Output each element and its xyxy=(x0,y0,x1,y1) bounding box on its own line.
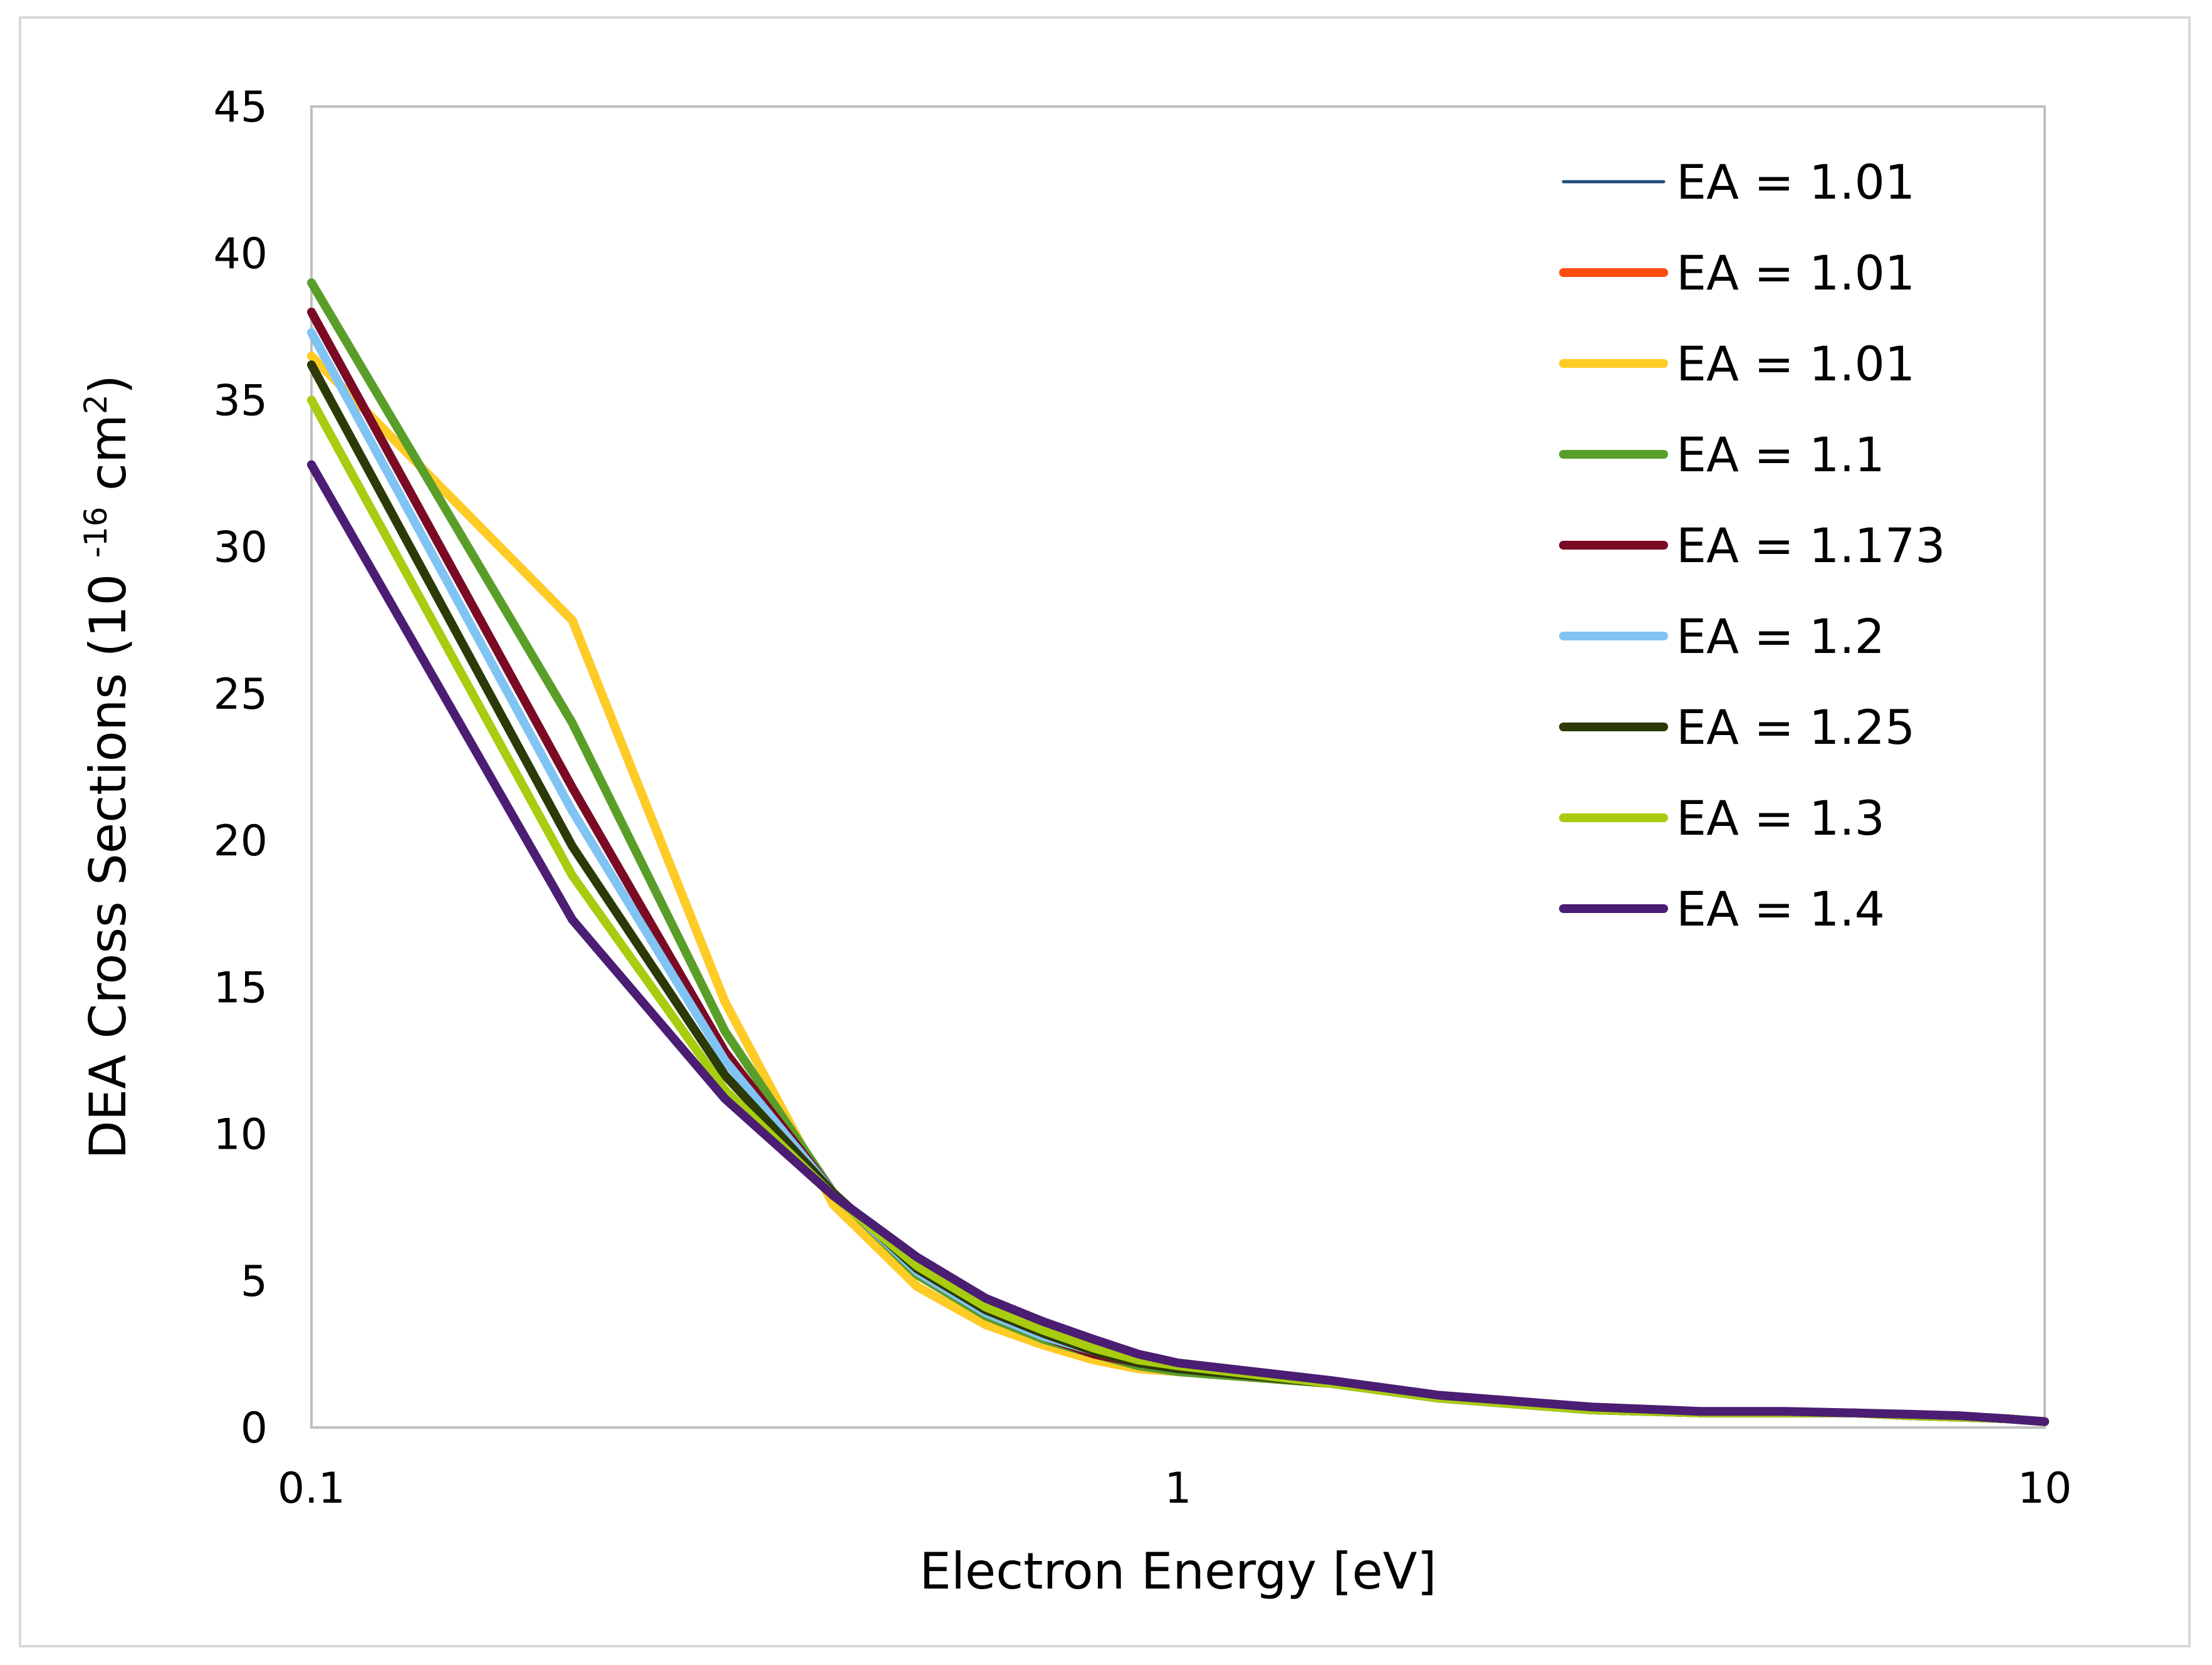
series-layer xyxy=(307,278,2049,1426)
x-axis-title: Electron Energy [eV] xyxy=(919,1542,1436,1600)
y-tick-label: 5 xyxy=(241,1257,268,1307)
y-axis-title: DEA Cross Sections (10 -16 cm2) xyxy=(78,375,137,1159)
y-axis-title-main: DEA Cross Sections (10 xyxy=(79,558,137,1159)
x-axis-ticks: 0.1 1 10 xyxy=(278,1464,2072,1513)
x-tick-label: 10 xyxy=(2018,1464,2072,1513)
x-tick-label: 1 xyxy=(1164,1464,1191,1513)
y-axis-title-close: ) xyxy=(79,375,137,394)
x-tick-label: 0.1 xyxy=(278,1464,345,1513)
plot-area xyxy=(310,105,2046,1429)
y-tick-label: 15 xyxy=(213,963,268,1013)
y-tick-label: 10 xyxy=(213,1110,268,1160)
y-tick-label: 40 xyxy=(213,229,268,279)
y-tick-label: 30 xyxy=(213,523,268,573)
y-tick-label: 20 xyxy=(213,817,268,866)
y-tick-label: 25 xyxy=(213,670,268,719)
legend-label-2: EA = 1.01 xyxy=(1676,245,1915,301)
legend-label-7: EA = 1.25 xyxy=(1676,699,1915,755)
legend: EA = 1.01 EA = 1.01 EA = 1.01 EA = 1.1 EA = … xyxy=(1559,154,1946,937)
y-tick-label: 45 xyxy=(213,83,268,132)
legend-label-3: EA = 1.01 xyxy=(1676,336,1915,392)
y-tick-label: 35 xyxy=(213,376,268,425)
y-axis-title-unit-exponent: 2 xyxy=(78,394,114,414)
legend-label-8: EA = 1.3 xyxy=(1676,790,1885,846)
legend-label-5: EA = 1.173 xyxy=(1676,518,1946,573)
legend-label-6: EA = 1.2 xyxy=(1676,608,1885,664)
series-line-9 xyxy=(307,460,2049,1426)
y-axis-ticks: 0 5 10 15 20 25 30 35 40 45 xyxy=(213,83,268,1453)
legend-label-9: EA = 1.4 xyxy=(1676,881,1885,937)
legend-label-4: EA = 1.1 xyxy=(1676,427,1885,483)
chart-frame xyxy=(19,16,2191,1647)
legend-label-1: EA = 1.01 xyxy=(1676,154,1915,210)
y-axis-title-unit: cm xyxy=(79,414,137,506)
y-tick-label: 0 xyxy=(241,1404,268,1453)
y-axis-title-exponent: -16 xyxy=(78,506,114,558)
